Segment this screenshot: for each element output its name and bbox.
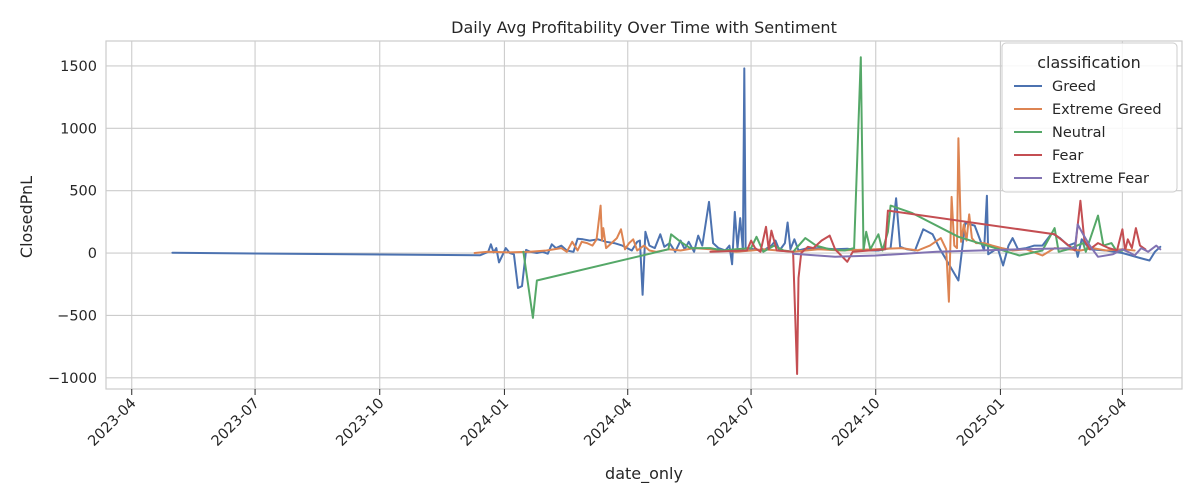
y-axis-title: ClosedPnL xyxy=(17,176,36,258)
series-line-fear xyxy=(709,199,1147,375)
legend-label-fear: Fear xyxy=(1052,148,1083,164)
x-tick-label: 2023-10 xyxy=(333,396,387,450)
legend-label-extreme-greed: Extreme Greed xyxy=(1052,102,1162,118)
x-tick-label: 2024-07 xyxy=(705,396,759,450)
x-axis-ticks: 2023-04 2023-07 2023-10 2024-01 2024-04 2024-… xyxy=(85,389,1130,450)
x-axis-title: date_only xyxy=(605,464,683,484)
x-tick-label: 2024-01 xyxy=(458,396,512,450)
y-tick-label: 500 xyxy=(69,184,97,200)
legend: classification Greed Extreme Greed Neutral… xyxy=(1001,42,1178,193)
y-axis-ticks: −1000 −500 0 500 1000 1500 xyxy=(48,59,97,387)
series-line-extreme-fear xyxy=(792,223,1162,258)
series-line-neutral xyxy=(522,56,1124,319)
legend-entries: Greed Extreme Greed Neutral Fear Extreme Fea… xyxy=(1014,79,1162,187)
plot-frame xyxy=(105,40,1183,390)
x-tick-label: 2024-04 xyxy=(581,396,635,450)
series-lines xyxy=(171,56,1162,375)
legend-label-neutral: Neutral xyxy=(1052,125,1106,141)
legend-box xyxy=(1001,42,1178,193)
legend-title: classification xyxy=(1037,53,1141,72)
x-tick-label: 2023-04 xyxy=(85,396,139,450)
y-tick-label: 1500 xyxy=(60,59,97,75)
x-tick-label: 2025-01 xyxy=(954,396,1008,450)
legend-label-extreme-fear: Extreme Fear xyxy=(1052,171,1149,187)
chart-title: Daily Avg Profitability Over Time with S… xyxy=(451,18,837,37)
y-tick-label: 1000 xyxy=(60,121,97,137)
legend-label-greed: Greed xyxy=(1052,79,1096,95)
y-tick-label: 0 xyxy=(88,246,97,262)
y-tick-label: −500 xyxy=(57,308,97,324)
x-tick-label: 2024-10 xyxy=(829,396,883,450)
x-tick-label: 2023-07 xyxy=(209,396,263,450)
x-tick-label: 2025-04 xyxy=(1076,396,1130,450)
y-tick-label: −1000 xyxy=(48,371,97,387)
